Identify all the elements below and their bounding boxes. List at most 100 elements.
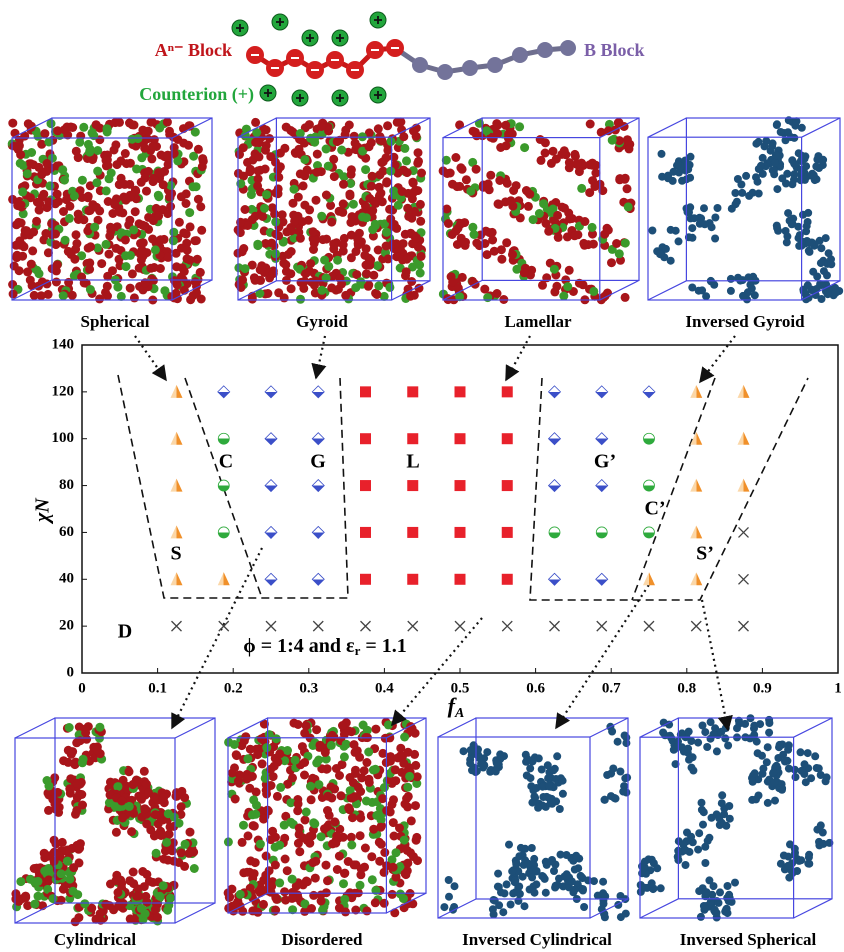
particle [695,829,703,837]
particle [556,805,564,813]
particle [558,203,567,212]
particle [93,167,102,176]
particle [276,149,285,158]
particle [83,193,92,202]
particle [275,878,284,887]
particle [539,199,548,208]
particle [191,277,200,286]
particle [242,775,251,784]
point [171,525,183,538]
point [549,433,561,445]
particle [197,226,206,235]
particle [738,189,746,197]
particle [406,292,415,301]
particle [288,894,297,903]
particle [362,269,371,278]
particle [722,906,730,914]
particle [780,852,788,860]
particle [323,806,332,815]
x-tick-label: 0.1 [148,680,167,696]
point [407,433,418,444]
particle [122,262,131,271]
particle [139,238,148,247]
particle [382,228,391,237]
particle [544,227,553,236]
particle [784,862,792,870]
particle [160,286,169,295]
particle [186,828,195,837]
particle [64,278,73,287]
particle [472,165,481,174]
particle [621,174,630,183]
particle [390,832,399,841]
particle [472,239,481,248]
particle [301,816,310,825]
particle [142,187,151,196]
particle [402,267,411,276]
particle [778,174,786,182]
particle [313,168,322,177]
particle [16,877,25,886]
particle [166,202,175,211]
particle [338,721,347,730]
particle [28,246,37,255]
particle [118,208,127,217]
particle [413,159,422,168]
particle [559,790,567,798]
particle [483,293,492,302]
particle [403,859,412,868]
particle [348,794,357,803]
particle [296,234,305,243]
particle [192,182,201,191]
particle [41,229,50,238]
particle [699,821,707,829]
particle [103,292,112,301]
particle [112,244,121,253]
particle [327,741,336,750]
particle [299,284,308,293]
particle [177,802,186,811]
particle [322,191,331,200]
particle [389,153,398,162]
particle [183,246,192,255]
particle [674,161,682,169]
particle [140,144,149,153]
particle [442,205,451,214]
particle [141,174,150,183]
particle [324,262,333,271]
snapshot [637,714,834,921]
particle [16,150,25,159]
particle [551,884,559,892]
particle [274,231,283,240]
particle [131,207,140,216]
particle [172,249,181,258]
particle [346,191,355,200]
region-label: C’ [644,498,665,520]
particle [718,799,726,807]
point [360,386,371,397]
particle [300,758,309,767]
particle [290,217,299,226]
caption: Lamellar [504,312,571,331]
point [502,433,513,444]
b-bead [512,47,528,63]
particle [112,828,121,837]
particle [40,853,49,862]
particle [26,159,35,168]
particle [785,874,793,882]
particle [350,132,359,141]
particle [399,759,408,768]
particle [276,162,285,171]
particle [404,212,413,221]
particle [547,159,556,168]
particle [261,239,270,248]
particle [473,767,481,775]
particle [818,295,826,303]
y-tick-label: 40 [59,571,74,587]
particle [253,241,262,250]
particle [599,878,607,886]
point [596,433,608,445]
particle [614,118,623,127]
particle [538,766,546,774]
particle [694,846,702,854]
